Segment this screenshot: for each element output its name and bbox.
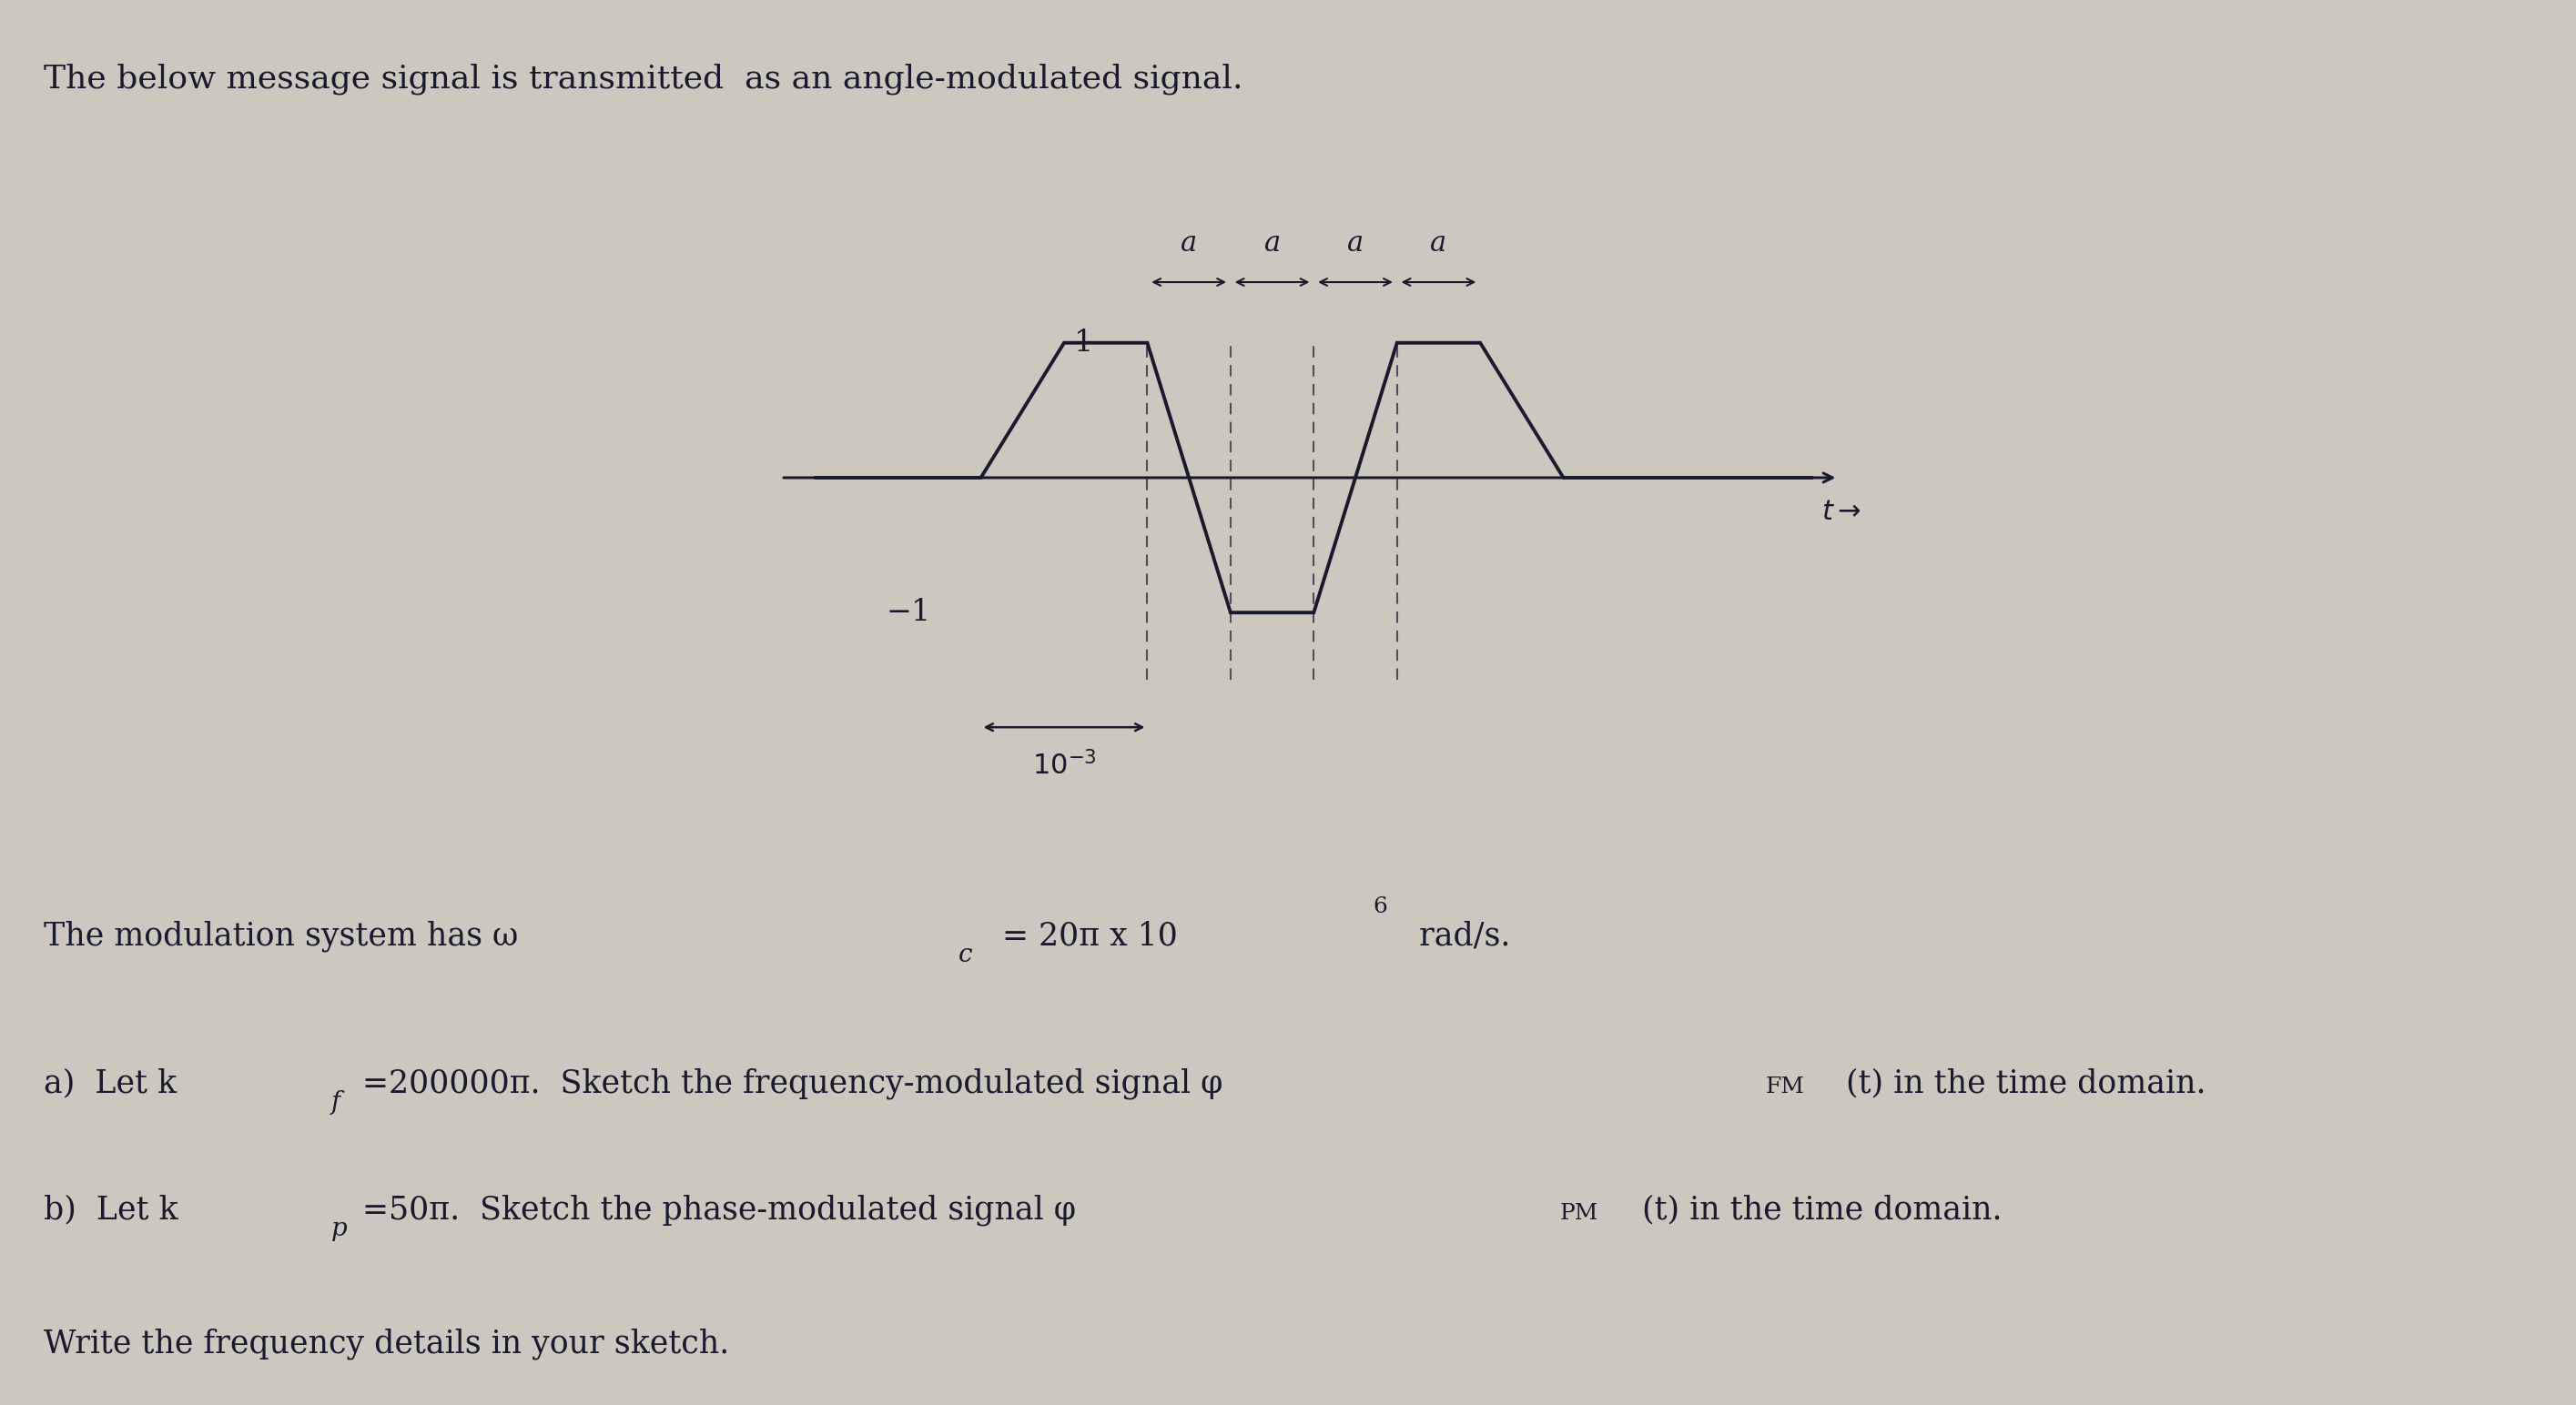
Text: The below message signal is transmitted  as an angle-modulated signal.: The below message signal is transmitted … bbox=[44, 63, 1244, 94]
Text: c: c bbox=[958, 943, 971, 967]
Text: rad/s.: rad/s. bbox=[1409, 920, 1510, 951]
Text: a: a bbox=[1430, 229, 1448, 259]
Text: a)  Let k: a) Let k bbox=[44, 1068, 178, 1099]
Text: (t) in the time domain.: (t) in the time domain. bbox=[1844, 1068, 2205, 1099]
Text: =200000π.  Sketch the frequency-modulated signal φ: =200000π. Sketch the frequency-modulated… bbox=[361, 1068, 1224, 1099]
Text: −1: −1 bbox=[886, 599, 930, 627]
Text: $t\rightarrow$: $t\rightarrow$ bbox=[1821, 497, 1862, 525]
Text: f: f bbox=[330, 1090, 340, 1114]
Text: (t) in the time domain.: (t) in the time domain. bbox=[1641, 1194, 2002, 1225]
Text: PM: PM bbox=[1561, 1203, 1597, 1224]
Text: b)  Let k: b) Let k bbox=[44, 1194, 178, 1225]
Text: FM: FM bbox=[1765, 1076, 1806, 1097]
Text: The modulation system has ω: The modulation system has ω bbox=[44, 920, 518, 951]
Text: a: a bbox=[1180, 229, 1198, 259]
Text: =50π.  Sketch the phase-modulated signal φ: =50π. Sketch the phase-modulated signal … bbox=[361, 1194, 1077, 1225]
Text: a: a bbox=[1347, 229, 1363, 259]
Text: $10^{-3}$: $10^{-3}$ bbox=[1033, 752, 1097, 781]
Text: 1: 1 bbox=[1074, 329, 1092, 357]
Text: = 20π x 10: = 20π x 10 bbox=[992, 920, 1177, 951]
Text: Write the frequency details in your sketch.: Write the frequency details in your sket… bbox=[44, 1328, 729, 1359]
Text: p: p bbox=[330, 1217, 348, 1241]
Text: 6: 6 bbox=[1373, 896, 1388, 917]
Text: a: a bbox=[1265, 229, 1280, 259]
